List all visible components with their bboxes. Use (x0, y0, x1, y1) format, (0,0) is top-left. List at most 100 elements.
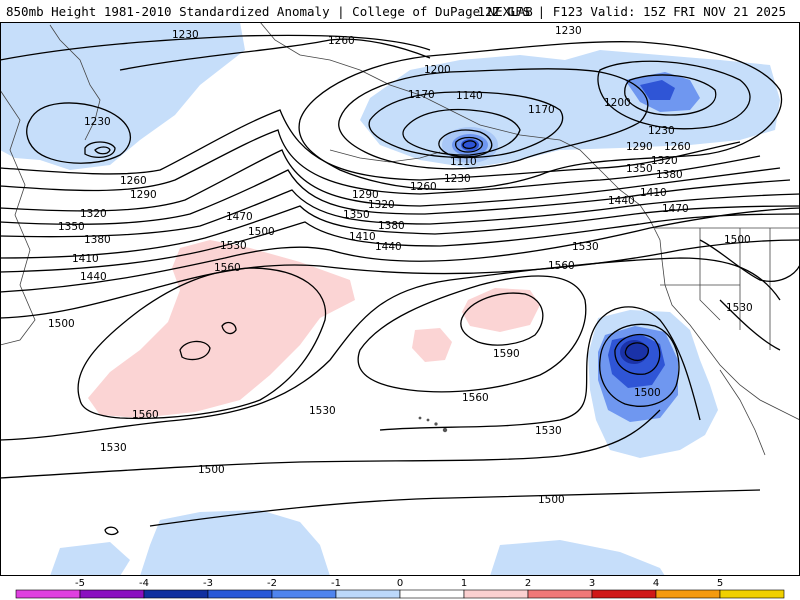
colorbar-segment (463, 589, 529, 599)
colorbar-segment (15, 589, 81, 599)
label-1500-f: 1500 (724, 234, 751, 246)
label-1170-b: 1170 (528, 104, 555, 116)
contour-1170 (368, 91, 564, 159)
contour-small-3 (104, 526, 119, 536)
label-1440-c: 1440 (80, 271, 107, 283)
label-1530-f: 1530 (726, 302, 753, 314)
label-1500-e: 1500 (538, 494, 565, 506)
header-bar: 850mb Height 1981-2010 Standardized Anom… (0, 0, 800, 23)
contour-1440-cutoff (624, 342, 649, 362)
contour-1230-north (0, 34, 431, 61)
contour-inner-asia-2 (94, 146, 111, 155)
label-1410-c: 1410 (72, 253, 99, 265)
asia-coast (0, 89, 36, 346)
colorbar-segment (335, 589, 401, 599)
contour-1230-goa (298, 41, 783, 191)
label-1260-d: 1260 (120, 175, 147, 187)
colorbar-tick-label: 0 (397, 578, 403, 589)
negative-anomaly-south-3 (50, 542, 130, 576)
map-panel: 1230 1260 1230 1200 1170 1140 1170 1200 … (0, 22, 800, 576)
contour-canada-1170 (597, 60, 751, 130)
label-1500-d: 1500 (198, 464, 225, 476)
label-1560-a: 1560 (214, 262, 241, 274)
negative-anomaly-california-core (620, 340, 648, 364)
colorbar: -5 -4 -3 -2 -1 0 1 2 3 4 5 (0, 576, 800, 600)
label-1560-d: 1560 (132, 409, 159, 421)
label-1290-a: 1290 (626, 141, 653, 153)
contour-1470-cutoff (614, 333, 661, 375)
label-1350-c: 1350 (58, 221, 85, 233)
label-1170-a: 1170 (408, 89, 435, 101)
label-1290-b: 1290 (352, 189, 379, 201)
positive-anomaly-east-2 (412, 328, 452, 362)
contour-1500-south (0, 409, 661, 479)
label-1140: 1140 (456, 90, 483, 102)
colorbar-segment (271, 589, 337, 599)
label-1500-c: 1500 (634, 387, 661, 399)
contour-1260-north (119, 38, 431, 71)
positive-anomaly-central-pacific (88, 240, 355, 418)
label-1560-b: 1560 (548, 260, 575, 272)
negative-anomaly-gulf-alaska (360, 50, 780, 168)
label-1530-c: 1530 (309, 405, 336, 417)
label-1320-c: 1320 (80, 208, 107, 220)
colorbar-tick-label: 4 (653, 578, 659, 589)
label-1350-a: 1350 (626, 163, 653, 175)
contour-1350-zonal (0, 169, 791, 226)
label-1380-c: 1380 (84, 234, 111, 246)
label-1440-a: 1440 (608, 195, 635, 207)
colorbar-tick-label: -5 (75, 578, 85, 589)
label-1200-a: 1200 (424, 64, 451, 76)
contour-1140 (402, 108, 521, 156)
colorbar-tick-label: 5 (717, 578, 723, 589)
colorbar-tick-label: -4 (139, 578, 149, 589)
label-1530-a: 1530 (220, 240, 247, 252)
colorbar-tick-labels: -5 -4 -3 -2 -1 0 1 2 3 4 5 (75, 578, 723, 589)
colorbar-tick-label: -2 (267, 578, 277, 589)
negative-anomaly-south-2 (490, 540, 665, 576)
contour-1380-zonal (0, 189, 800, 238)
colorbar-svg: -5 -4 -3 -2 -1 0 1 2 3 4 5 (15, 578, 785, 599)
map-svg: 1230 1260 1230 1200 1170 1140 1170 1200 … (0, 22, 800, 576)
contour-1500-zonal (0, 239, 800, 319)
contour-inner-asia (84, 141, 116, 159)
label-1290-c: 1290 (130, 189, 157, 201)
product-title: 850mb Height 1981-2010 Standardized Anom… (6, 4, 533, 19)
contour-1470-zonal (0, 207, 800, 293)
label-1200-b: 1200 (604, 97, 631, 109)
contour-1500-far-south (149, 489, 761, 527)
label-1530-d: 1530 (535, 425, 562, 437)
contour-1500-cutoff (599, 323, 680, 407)
label-1410-b: 1410 (349, 231, 376, 243)
colorbar-segment (207, 589, 273, 599)
contour-1320-zonal (0, 149, 781, 212)
contour-canada-1140 (624, 74, 717, 116)
colorbar-tick-label: -3 (203, 578, 213, 589)
label-1230-c: 1230 (648, 125, 675, 137)
label-1530-e: 1530 (100, 442, 127, 454)
contour-1410-zonal (0, 205, 800, 259)
contour-1260-zonal (0, 109, 741, 181)
label-1380-b: 1380 (378, 220, 405, 232)
label-1110: 1110 (450, 156, 477, 168)
contour-1110 (438, 129, 493, 158)
contour-small-2 (221, 321, 237, 335)
label-1260-c: 1260 (410, 181, 437, 193)
colorbar-segment (591, 589, 657, 599)
label-1230-b: 1230 (555, 25, 582, 37)
contour-small-1 (179, 340, 211, 361)
colorbar-segment (79, 589, 145, 599)
colorbar-tick-label: 3 (589, 578, 595, 589)
colorbar-segment (655, 589, 721, 599)
label-1470-a: 1470 (662, 203, 689, 215)
label-1320-b: 1320 (368, 199, 395, 211)
kamchatka-coast (49, 24, 101, 141)
contour-1080 (454, 136, 483, 153)
height-contours (0, 34, 800, 536)
contour-1440-zonal (0, 213, 800, 273)
contour-1230-asia (26, 102, 132, 164)
contour-1560-east (357, 275, 587, 393)
label-1590: 1590 (493, 348, 520, 360)
hawaii-islands (418, 416, 448, 433)
